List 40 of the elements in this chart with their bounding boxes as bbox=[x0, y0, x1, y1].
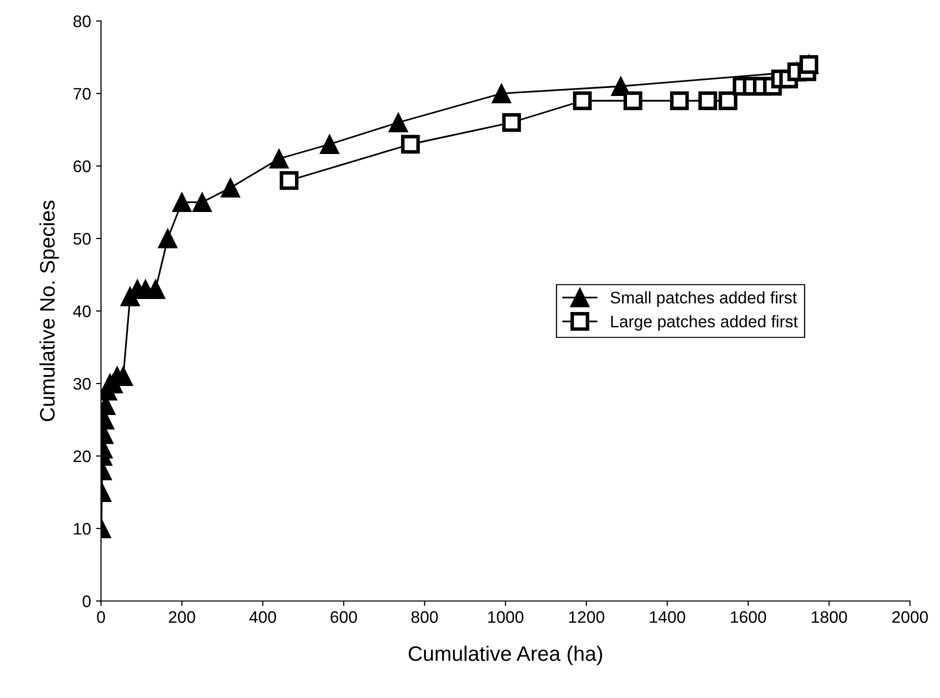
x-tick-label: 1600 bbox=[730, 611, 766, 623]
legend-label: Small patches added first bbox=[610, 291, 797, 307]
y-tick-label: 30 bbox=[73, 378, 91, 390]
x-tick-label: 1400 bbox=[650, 611, 686, 623]
x-tick-label: 400 bbox=[249, 611, 276, 623]
point bbox=[670, 91, 689, 110]
point bbox=[492, 84, 512, 104]
point bbox=[269, 149, 289, 168]
y-tick-label: 0 bbox=[82, 595, 91, 608]
x-tick-label: 800 bbox=[411, 611, 438, 623]
point bbox=[624, 91, 642, 110]
point bbox=[192, 192, 212, 212]
x-tick-label: 1800 bbox=[812, 611, 847, 623]
point bbox=[320, 134, 340, 154]
point bbox=[502, 113, 521, 132]
point bbox=[388, 112, 408, 132]
point bbox=[220, 178, 240, 198]
y-tick-label: 50 bbox=[73, 232, 91, 245]
x-axis-title: Cumulative Area (ha) bbox=[408, 646, 602, 666]
point bbox=[280, 171, 298, 190]
point bbox=[698, 91, 718, 110]
legend-label: Large patches added first bbox=[611, 315, 798, 331]
x-tick-label: 1200 bbox=[569, 611, 604, 623]
x-tick-label: 0 bbox=[97, 611, 105, 623]
point bbox=[172, 192, 192, 212]
x-tick-label: 600 bbox=[330, 611, 357, 623]
y-tick-label: 10 bbox=[74, 522, 91, 535]
point bbox=[718, 91, 738, 110]
y-tick-label: 70 bbox=[74, 88, 91, 100]
point bbox=[572, 91, 592, 110]
x-tick-label: 200 bbox=[168, 611, 196, 623]
y-tick-label: 20 bbox=[74, 450, 91, 462]
point bbox=[158, 228, 178, 248]
y-axis-title: Cumulative No. Species bbox=[39, 200, 59, 422]
point bbox=[401, 134, 420, 154]
y-tick-label: 80 bbox=[73, 15, 91, 28]
y-tick-label: 40 bbox=[73, 305, 91, 318]
x-tick-label: 2000 bbox=[892, 611, 928, 623]
y-tick-label: 60 bbox=[74, 160, 91, 172]
x-tick-label: 1000 bbox=[488, 611, 524, 623]
